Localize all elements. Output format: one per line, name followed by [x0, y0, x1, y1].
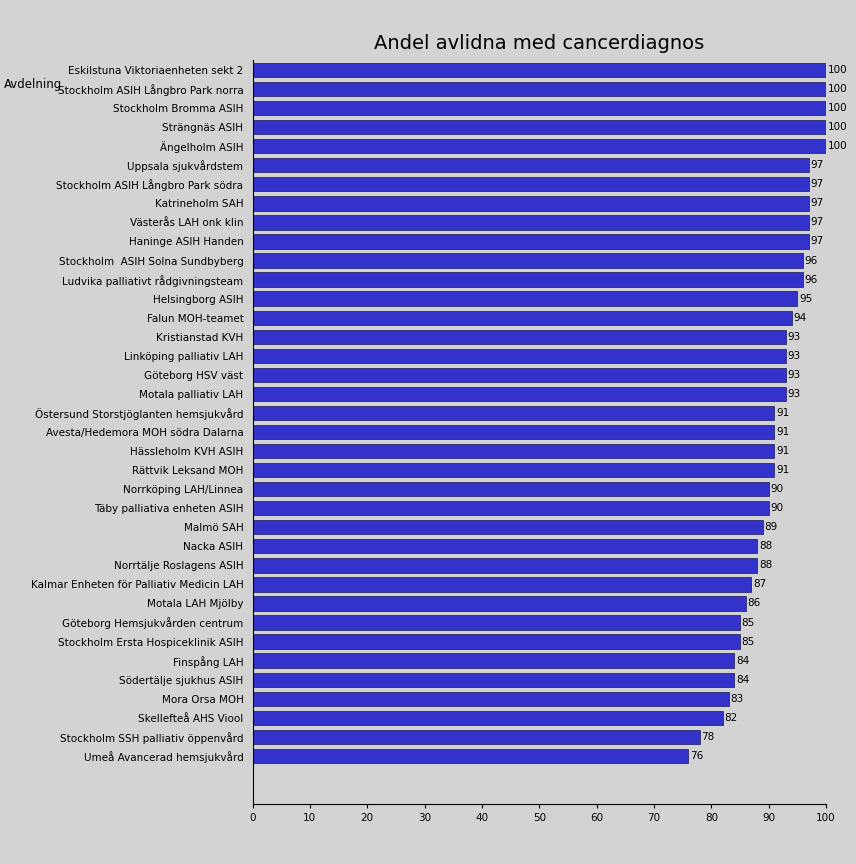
Bar: [253, 558, 758, 573]
Text: 100: 100: [828, 84, 847, 94]
Bar: [253, 291, 797, 306]
Bar: [253, 82, 826, 96]
Bar: [253, 253, 803, 268]
Text: 86: 86: [747, 599, 761, 608]
Bar: [253, 368, 786, 382]
Bar: [253, 158, 809, 173]
Text: 97: 97: [811, 218, 823, 227]
Bar: [253, 482, 769, 496]
Text: 85: 85: [742, 618, 755, 627]
Text: 85: 85: [742, 637, 755, 646]
Bar: [253, 310, 792, 325]
Bar: [253, 234, 809, 249]
Bar: [253, 653, 734, 668]
Bar: [253, 463, 775, 477]
Text: 94: 94: [794, 313, 806, 322]
Text: 84: 84: [736, 656, 749, 665]
Text: 100: 100: [828, 65, 847, 75]
Bar: [253, 215, 809, 230]
Bar: [253, 196, 809, 211]
Text: 87: 87: [753, 580, 766, 589]
Text: 97: 97: [811, 160, 823, 170]
Bar: [253, 730, 700, 744]
Text: 97: 97: [811, 180, 823, 189]
Text: 89: 89: [764, 522, 778, 532]
Text: 91: 91: [776, 427, 789, 437]
Bar: [253, 387, 786, 401]
Bar: [253, 177, 809, 192]
Text: 76: 76: [690, 751, 704, 761]
Text: 100: 100: [828, 141, 847, 151]
Text: 90: 90: [770, 503, 783, 513]
Text: 78: 78: [702, 732, 715, 742]
Text: 96: 96: [805, 256, 818, 265]
Text: 93: 93: [788, 351, 801, 361]
Bar: [253, 691, 728, 706]
Text: 100: 100: [828, 103, 847, 113]
Text: 97: 97: [811, 237, 823, 246]
Bar: [253, 139, 826, 153]
Bar: [253, 615, 740, 630]
Text: 90: 90: [770, 484, 783, 494]
Text: 95: 95: [800, 294, 812, 303]
Bar: [253, 444, 775, 458]
Text: 100: 100: [828, 122, 847, 132]
Bar: [253, 101, 826, 115]
Text: 88: 88: [759, 561, 772, 570]
Bar: [253, 501, 769, 515]
Bar: [253, 672, 734, 687]
Bar: [253, 749, 688, 763]
Text: 83: 83: [730, 694, 744, 704]
Text: 88: 88: [759, 542, 772, 551]
Bar: [253, 406, 775, 420]
Text: 97: 97: [811, 199, 823, 208]
Text: 82: 82: [724, 713, 738, 723]
Bar: [253, 577, 752, 592]
Bar: [253, 596, 746, 611]
Text: Avdelning: Avdelning: [4, 78, 62, 91]
Text: 91: 91: [776, 446, 789, 456]
Bar: [253, 425, 775, 439]
Bar: [253, 349, 786, 363]
Text: 96: 96: [805, 275, 818, 284]
Bar: [253, 520, 763, 535]
Text: 93: 93: [788, 370, 801, 380]
Text: 91: 91: [776, 465, 789, 475]
Bar: [253, 120, 826, 134]
Title: Andel avlidna med cancerdiagnos: Andel avlidna med cancerdiagnos: [374, 35, 704, 54]
Bar: [253, 634, 740, 649]
Bar: [253, 710, 722, 725]
Text: 93: 93: [788, 389, 801, 399]
Bar: [253, 329, 786, 344]
Bar: [253, 539, 758, 554]
Text: 93: 93: [788, 332, 801, 342]
Text: 91: 91: [776, 408, 789, 418]
Bar: [253, 272, 803, 287]
Bar: [253, 63, 826, 77]
Text: 84: 84: [736, 675, 749, 684]
